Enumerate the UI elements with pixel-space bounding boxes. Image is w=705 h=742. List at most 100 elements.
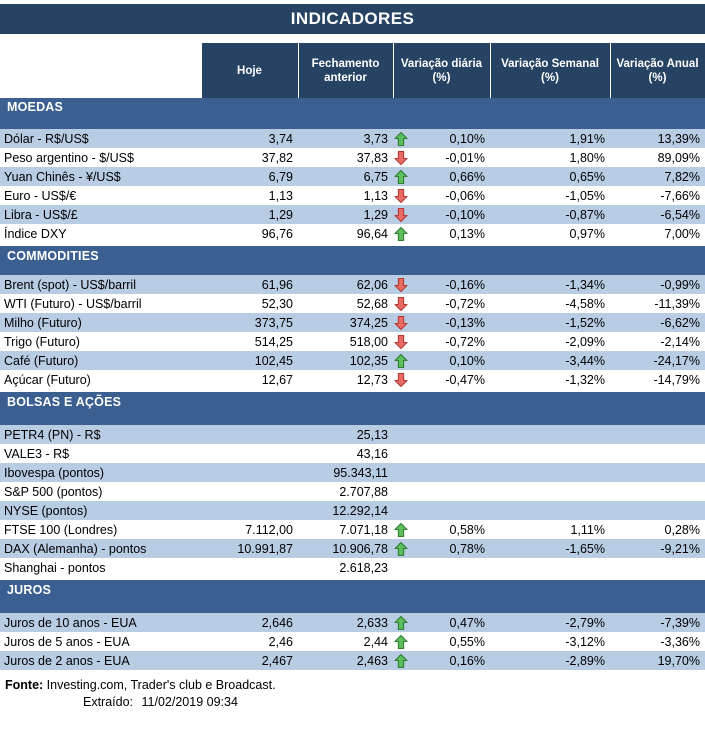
footer-source-label: Fonte: xyxy=(5,678,44,692)
column-header-prev: Fechamento anterior xyxy=(297,43,394,98)
table-row[interactable]: DAX (Alemanha) - pontos 10.991,87 10.906,7… xyxy=(0,539,705,558)
cell-fechamento-anterior: 2.707,88 xyxy=(298,482,393,501)
section-header-label: BOLSAS E AÇÕES xyxy=(0,392,705,425)
row-label: PETR4 (PN) - R$ xyxy=(0,425,201,444)
cell-variacao-semanal: -3,12% xyxy=(490,632,610,651)
cell-hoje: 37,82 xyxy=(201,148,298,167)
table-row[interactable]: Shanghai - pontos 2.618,23 xyxy=(0,558,705,577)
cell-hoje: 373,75 xyxy=(201,313,298,332)
page-title: INDICADORES xyxy=(0,4,705,34)
column-header-dia: Variação diária (%) xyxy=(392,43,491,98)
arrow-up-icon xyxy=(394,653,408,668)
table-row[interactable]: FTSE 100 (Londres) 7.112,00 7.071,18 0,58% 1… xyxy=(0,520,705,539)
cell-variacao-diaria: 0,10% xyxy=(393,351,490,370)
indicators-table: Hoje Fechamento anterior Variação diária (… xyxy=(0,43,705,673)
table-row[interactable]: S&P 500 (pontos) 2.707,88 xyxy=(0,482,705,501)
cell-variacao-anual: 19,70% xyxy=(610,651,705,670)
section-gap xyxy=(0,670,705,673)
arrow-up-icon xyxy=(394,169,408,184)
row-label: Juros de 10 anos - EUA xyxy=(0,613,201,632)
row-label: Peso argentino - $/US$ xyxy=(0,148,201,167)
cell-variacao-anual: -7,66% xyxy=(610,186,705,205)
table-row[interactable]: Café (Futuro) 102,45 102,35 0,10% -3,44% -24,… xyxy=(0,351,705,370)
cell-fechamento-anterior: 7.071,18 xyxy=(298,520,393,539)
cell-fechamento-anterior: 3,73 xyxy=(298,129,393,148)
cell-variacao-diaria: 0,10% xyxy=(393,129,490,148)
row-label: Brent (spot) - US$/barril xyxy=(0,275,201,294)
column-header-label xyxy=(0,43,201,98)
cell-variacao-anual: 13,39% xyxy=(610,129,705,148)
cell-variacao-semanal: -1,52% xyxy=(490,313,610,332)
cell-variacao-semanal: -1,32% xyxy=(490,370,610,389)
cell-fechamento-anterior: 2,44 xyxy=(298,632,393,651)
table-row[interactable]: Índice DXY 96,76 96,64 0,13% 0,97% 7,00% xyxy=(0,224,705,243)
cell-fechamento-anterior: 43,16 xyxy=(298,444,393,463)
row-label: Ibovespa (pontos) xyxy=(0,463,201,482)
table-row[interactable]: Juros de 2 anos - EUA 2,467 2,463 0,16% -2,8… xyxy=(0,651,705,670)
table-row[interactable]: Euro - US$/€ 1,13 1,13 -0,06% -1,05% -7,66% xyxy=(0,186,705,205)
column-header-hoje: Hoje xyxy=(200,43,299,98)
arrow-down-icon xyxy=(394,315,408,330)
cell-variacao-diaria: -0,72% xyxy=(393,294,490,313)
cell-hoje xyxy=(201,425,298,444)
cell-variacao-semanal: 1,11% xyxy=(490,520,610,539)
cell-variacao-diaria: -0,16% xyxy=(393,275,490,294)
table-row[interactable]: Açúcar (Futuro) 12,67 12,73 -0,47% -1,32% -14… xyxy=(0,370,705,389)
cell-variacao-anual xyxy=(610,501,705,520)
table-row[interactable]: Yuan Chinês - ¥/US$ 6,79 6,75 0,66% 0,65% 7,8… xyxy=(0,167,705,186)
cell-fechamento-anterior: 25,13 xyxy=(298,425,393,444)
cell-variacao-diaria: 0,55% xyxy=(393,632,490,651)
table-row[interactable]: NYSE (pontos) 12.292,14 xyxy=(0,501,705,520)
cell-variacao-diaria: 0,58% xyxy=(393,520,490,539)
table-row[interactable]: Dólar - R$/US$ 3,74 3,73 0,10% 1,91% 13,39% xyxy=(0,129,705,148)
footer: Fonte: Investing.com, Trader's club e Br… xyxy=(0,677,705,711)
table-row[interactable]: PETR4 (PN) - R$ 25,13 xyxy=(0,425,705,444)
row-label: Yuan Chinês - ¥/US$ xyxy=(0,167,201,186)
table-row[interactable]: Juros de 5 anos - EUA 2,46 2,44 0,55% -3,12%… xyxy=(0,632,705,651)
cell-variacao-diaria xyxy=(393,558,490,577)
cell-variacao-anual: -6,62% xyxy=(610,313,705,332)
cell-variacao-diaria xyxy=(393,482,490,501)
cell-variacao-semanal: -3,44% xyxy=(490,351,610,370)
table-row[interactable]: Peso argentino - $/US$ 37,82 37,83 -0,01% 1,… xyxy=(0,148,705,167)
cell-fechamento-anterior: 37,83 xyxy=(298,148,393,167)
cell-variacao-anual: -7,39% xyxy=(610,613,705,632)
arrow-up-icon xyxy=(394,634,408,649)
table-row[interactable]: Brent (spot) - US$/barril 61,96 62,06 -0,16… xyxy=(0,275,705,294)
cell-variacao-anual: 7,00% xyxy=(610,224,705,243)
footer-extracted-label: Extraído: xyxy=(83,695,134,709)
row-label: Libra - US$/£ xyxy=(0,205,201,224)
cell-variacao-anual xyxy=(610,425,705,444)
cell-hoje: 2,46 xyxy=(201,632,298,651)
cell-variacao-semanal: 0,65% xyxy=(490,167,610,186)
section-gap xyxy=(0,243,705,246)
table-row[interactable]: Milho (Futuro) 373,75 374,25 -0,13% -1,52% -6… xyxy=(0,313,705,332)
indicators-page: INDICADORES Hoje Fechamento anterior Varia… xyxy=(0,4,705,742)
cell-variacao-anual: -14,79% xyxy=(610,370,705,389)
table-row[interactable]: Libra - US$/£ 1,29 1,29 -0,10% -0,87% -6,54% xyxy=(0,205,705,224)
table-row[interactable]: Ibovespa (pontos) 95.343,11 xyxy=(0,463,705,482)
cell-fechamento-anterior: 374,25 xyxy=(298,313,393,332)
cell-hoje: 2,467 xyxy=(201,651,298,670)
table-row[interactable]: VALE3 - R$ 43,16 xyxy=(0,444,705,463)
cell-variacao-anual: 0,28% xyxy=(610,520,705,539)
cell-variacao-anual: -3,36% xyxy=(610,632,705,651)
table-row[interactable]: Trigo (Futuro) 514,25 518,00 -0,72% -2,09% -2… xyxy=(0,332,705,351)
arrow-up-icon xyxy=(394,522,408,537)
section-header-label: JUROS xyxy=(0,580,705,613)
cell-fechamento-anterior: 62,06 xyxy=(298,275,393,294)
column-header-sem: Variação Semanal (%) xyxy=(489,43,611,98)
cell-variacao-semanal: -4,58% xyxy=(490,294,610,313)
table-row[interactable]: Juros de 10 anos - EUA 2,646 2,633 0,47% -2,… xyxy=(0,613,705,632)
cell-fechamento-anterior: 1,29 xyxy=(298,205,393,224)
cell-hoje: 7.112,00 xyxy=(201,520,298,539)
cell-variacao-semanal xyxy=(490,482,610,501)
arrow-up-icon xyxy=(394,226,408,241)
cell-fechamento-anterior: 1,13 xyxy=(298,186,393,205)
arrow-down-icon xyxy=(394,150,408,165)
row-label: DAX (Alemanha) - pontos xyxy=(0,539,201,558)
cell-variacao-semanal: 1,91% xyxy=(490,129,610,148)
table-row[interactable]: WTI (Futuro) - US$/barril 52,30 52,68 -0,72… xyxy=(0,294,705,313)
cell-variacao-semanal: -1,05% xyxy=(490,186,610,205)
cell-fechamento-anterior: 2.618,23 xyxy=(298,558,393,577)
